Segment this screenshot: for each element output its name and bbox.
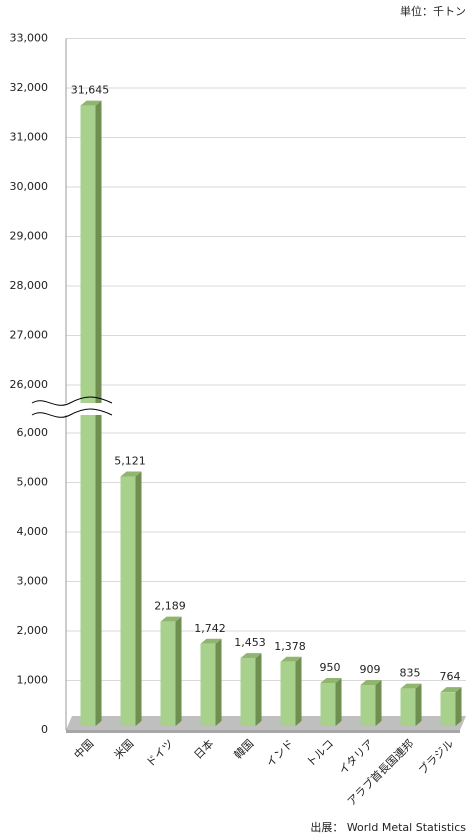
bar — [280, 656, 302, 726]
bar — [240, 653, 262, 726]
y-tick-label: 29,000 — [10, 230, 49, 243]
source-note: 出展： World Metal Statistics — [310, 820, 466, 834]
floor-front — [66, 730, 460, 733]
bar — [400, 683, 422, 726]
y-tick-label: 4,000 — [17, 525, 49, 538]
y-tick-label: 27,000 — [10, 329, 49, 342]
x-tick-label: トルコ — [304, 737, 336, 769]
bar-front — [160, 621, 176, 726]
bar-side — [455, 687, 462, 726]
bar-top — [240, 653, 262, 659]
bar-front — [280, 661, 296, 726]
bar-side — [135, 471, 142, 726]
bar — [440, 687, 462, 726]
y-tick-label: 32,000 — [10, 81, 49, 94]
value-label: 1,378 — [274, 640, 306, 653]
bar-side — [215, 638, 222, 726]
axis-break-line — [31, 396, 113, 406]
bar-top — [440, 687, 462, 693]
bar-side — [375, 680, 382, 726]
x-tick-label: 日本 — [191, 736, 216, 761]
bar-top — [400, 683, 422, 689]
bar-side — [255, 653, 262, 726]
x-tick-label: インド — [264, 737, 297, 770]
bar-top — [80, 100, 102, 106]
bar-side — [415, 683, 422, 726]
value-label: 909 — [360, 663, 381, 676]
axis-break-line — [31, 408, 113, 418]
bar-front — [320, 682, 336, 726]
bar — [200, 638, 222, 726]
x-tick-label: 韓国 — [231, 737, 256, 762]
y-tick-label: 2,000 — [17, 624, 49, 637]
bar-front — [80, 105, 96, 726]
y-tick-label: 33,000 — [10, 32, 49, 45]
x-tick-label: アラブ首長国連邦 — [344, 736, 416, 808]
y-tick-label: 0 — [41, 723, 48, 736]
bar — [160, 616, 182, 726]
y-tick-label: 28,000 — [10, 279, 49, 292]
x-tick-label: ブラジル — [415, 736, 456, 777]
bar — [360, 680, 382, 726]
bar-front — [240, 658, 256, 726]
bar — [320, 677, 342, 726]
y-tick-label: 6,000 — [17, 426, 49, 439]
value-label: 1,453 — [234, 636, 266, 649]
bar-front — [120, 476, 136, 726]
value-label: 1,742 — [194, 622, 226, 635]
bar-top — [160, 616, 182, 622]
unit-note: 単位：千トン — [400, 4, 466, 18]
bar — [120, 471, 142, 726]
value-label: 5,121 — [114, 455, 146, 468]
bar-side — [295, 656, 302, 726]
bar-top — [120, 471, 142, 477]
bar-front — [200, 643, 216, 726]
bar-front — [400, 688, 416, 726]
y-tick-label: 1,000 — [17, 674, 49, 687]
y-tick-label: 26,000 — [10, 378, 49, 391]
x-tick-label: 米国 — [111, 737, 136, 762]
bar-top — [320, 677, 342, 683]
bar-front — [440, 692, 456, 726]
value-label: 835 — [400, 667, 421, 680]
x-tick-label: ドイツ — [144, 737, 177, 770]
bar-top — [200, 638, 222, 644]
x-tick-label: 中国 — [71, 737, 96, 762]
bar-top — [360, 680, 382, 686]
y-tick-label: 3,000 — [17, 575, 49, 588]
bar-front — [360, 685, 376, 726]
value-label: 950 — [320, 661, 341, 674]
x-tick-label: イタリア — [336, 737, 376, 777]
value-label: 764 — [440, 670, 461, 683]
y-tick-label: 5,000 — [17, 476, 49, 489]
y-tick-label: 31,000 — [10, 131, 49, 144]
value-label: 31,645 — [71, 84, 110, 97]
bar-side — [175, 616, 182, 726]
y-tick-label: 30,000 — [10, 180, 49, 193]
bar-top — [280, 656, 302, 662]
value-label: 2,189 — [154, 600, 186, 613]
bar-side — [335, 677, 342, 726]
